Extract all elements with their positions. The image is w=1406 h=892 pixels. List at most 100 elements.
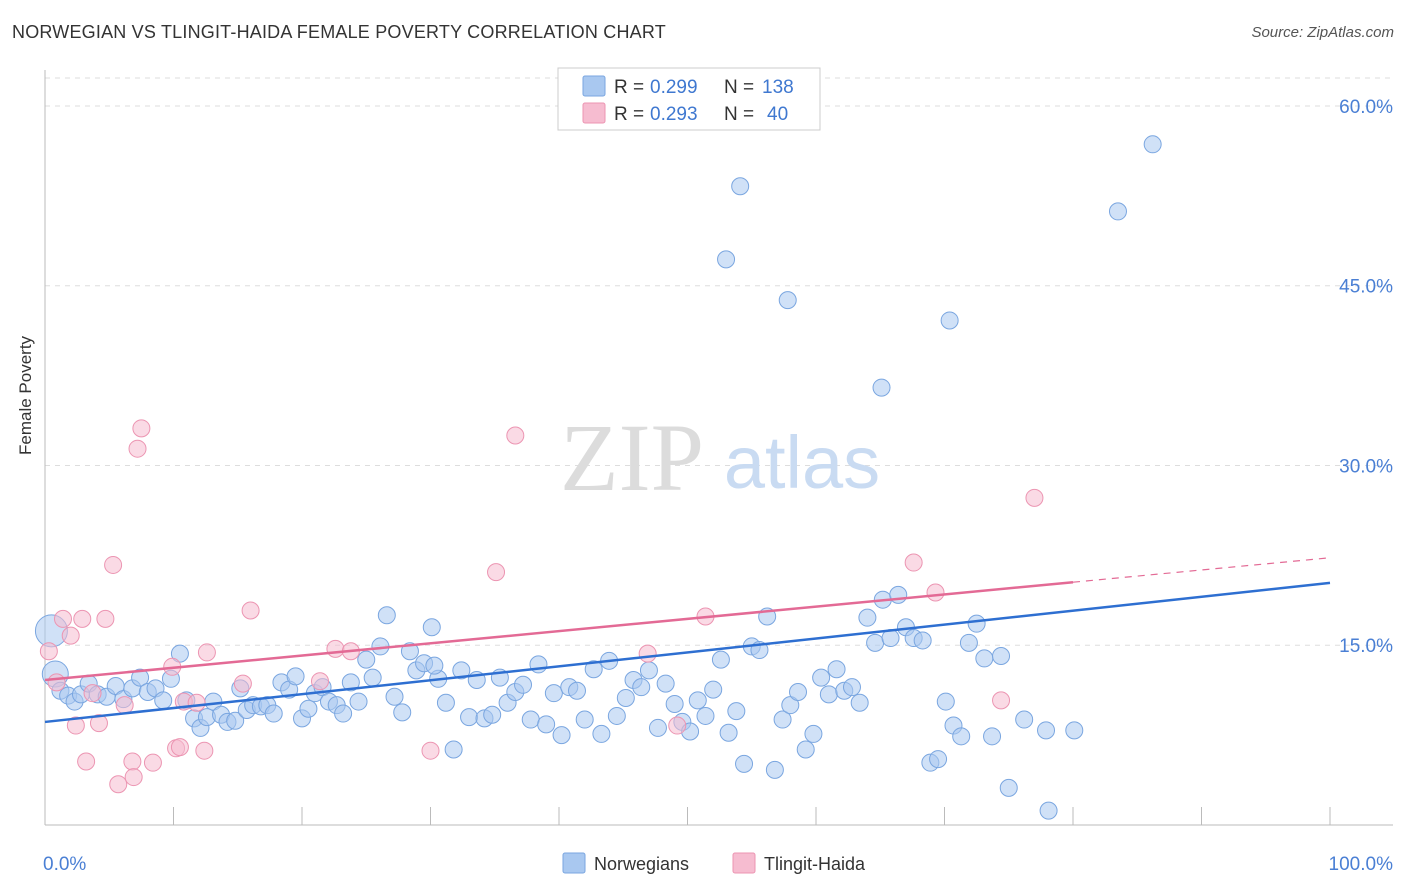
trend-lines: [44, 557, 1331, 724]
data-point-norwegians: [425, 656, 444, 675]
data-point-norwegians: [299, 699, 318, 718]
data-point-norwegians: [719, 723, 738, 742]
data-point-norwegians: [341, 673, 360, 692]
data-point-norwegians: [400, 642, 419, 661]
legend-n-value: 138: [762, 77, 794, 98]
data-point-tlingit-haida: [187, 693, 206, 712]
data-point-norwegians: [648, 718, 667, 737]
data-point-tlingit-haida: [143, 753, 162, 772]
data-point-tlingit-haida: [96, 609, 115, 628]
y-tick-label: 30.0%: [1339, 456, 1393, 477]
data-point-norwegians: [872, 378, 891, 397]
data-point-norwegians: [226, 711, 245, 730]
legend-n-value: 40: [767, 104, 788, 125]
data-point-norwegians: [940, 311, 959, 330]
bottom-legend-swatch-blue: [562, 852, 586, 874]
data-point-norwegians: [264, 704, 283, 723]
data-point-norwegians: [131, 668, 150, 687]
data-point-norwegians: [952, 727, 971, 746]
data-point-tlingit-haida: [241, 601, 260, 620]
data-point-norwegians: [812, 668, 831, 687]
data-point-norwegians: [460, 708, 479, 727]
data-point-norwegians: [584, 660, 603, 679]
data-point-norwegians: [575, 710, 594, 729]
data-point-norwegians: [999, 778, 1018, 797]
data-point-norwegians: [959, 633, 978, 652]
data-point-norwegians: [514, 675, 533, 694]
data-point-norwegians: [789, 682, 808, 701]
data-point-norwegians: [778, 291, 797, 310]
data-point-norwegians: [765, 760, 784, 779]
data-point-norwegians: [929, 750, 948, 769]
legend-r-value: 0.293: [650, 104, 698, 125]
data-point-tlingit-haida: [61, 626, 80, 645]
data-point-norwegians: [521, 710, 540, 729]
data-point-tlingit-haida: [638, 644, 657, 663]
data-point-norwegians: [717, 250, 736, 269]
data-point-norwegians: [804, 724, 823, 743]
data-point-norwegians: [842, 678, 861, 697]
data-point-tlingit-haida: [506, 426, 525, 445]
data-point-norwegians: [967, 614, 986, 633]
data-point-norwegians: [727, 702, 746, 721]
data-point-norwegians: [607, 706, 626, 725]
data-point-tlingit-haida: [668, 716, 687, 735]
data-point-norwegians: [552, 726, 571, 745]
tick-labels: 15.0% 30.0% 45.0% 60.0% 0.0% 100.0%: [43, 97, 1393, 875]
data-point-tlingit-haida: [39, 642, 58, 661]
data-point-tlingit-haida: [128, 439, 147, 458]
data-point-tlingit-haida: [115, 696, 134, 715]
data-point-norwegians: [665, 694, 684, 713]
data-point-norwegians: [567, 681, 586, 700]
data-point-norwegians: [393, 703, 412, 722]
data-point-norwegians: [639, 661, 658, 680]
data-point-norwegians: [866, 633, 885, 652]
data-point-tlingit-haida: [992, 691, 1011, 710]
data-point-norwegians: [349, 692, 368, 711]
data-point-norwegians: [154, 691, 173, 710]
data-point-norwegians: [1108, 202, 1127, 221]
data-point-norwegians: [452, 661, 471, 680]
data-point-norwegians: [688, 691, 707, 710]
data-point-norwegians: [616, 688, 635, 707]
bottom-legend: Norwegians Tlingit-Haida: [562, 852, 866, 874]
data-point-norwegians: [632, 678, 651, 697]
data-point-norwegians: [286, 667, 305, 686]
data-point-norwegians: [1037, 721, 1056, 740]
source-label: Source: ZipAtlas.com: [1251, 24, 1394, 41]
gridlines: [45, 77, 1393, 646]
data-point-norwegians: [334, 704, 353, 723]
data-point-tlingit-haida: [310, 672, 329, 691]
data-point-norwegians: [1015, 710, 1034, 729]
data-point-tlingit-haida: [104, 555, 123, 574]
data-point-norwegians: [711, 650, 730, 669]
chart-title: NORWEGIAN VS TLINGIT-HAIDA FEMALE POVERT…: [12, 22, 666, 42]
data-point-tlingit-haida: [926, 583, 945, 602]
data-point-tlingit-haida: [1025, 488, 1044, 507]
watermark-zip: ZIP: [560, 404, 704, 511]
data-point-norwegians: [377, 606, 396, 625]
data-point-norwegians: [1143, 135, 1162, 154]
data-point-norwegians: [936, 692, 955, 711]
data-point-norwegians: [983, 727, 1002, 746]
watermark-atlas: atlas: [724, 421, 880, 504]
data-point-norwegians: [436, 693, 455, 712]
data-point-norwegians: [889, 585, 908, 604]
data-point-norwegians: [850, 693, 869, 712]
legend-box: R = 0.299 N = 138 R = 0.293 N = 40: [557, 67, 821, 131]
data-point-norwegians: [975, 649, 994, 668]
data-point-norwegians: [796, 740, 815, 759]
legend-r-label: R =: [614, 104, 644, 125]
data-point-norwegians: [735, 754, 754, 773]
data-point-tlingit-haida: [123, 752, 142, 771]
y-tick-label: 15.0%: [1339, 636, 1393, 657]
axes: [44, 70, 1393, 826]
data-point-norwegians: [992, 647, 1011, 666]
data-point-norwegians: [544, 684, 563, 703]
y-tick-label: 45.0%: [1339, 277, 1393, 298]
data-point-norwegians: [858, 608, 877, 627]
trend-line-norwegians: [44, 581, 1331, 724]
data-point-tlingit-haida: [326, 639, 345, 658]
data-point-tlingit-haida: [124, 768, 143, 787]
